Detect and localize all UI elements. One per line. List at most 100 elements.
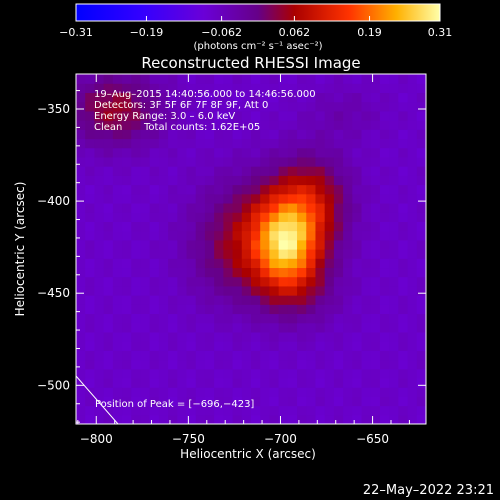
heatmap-cell [324,368,335,379]
heatmap-cell [260,120,271,130]
heatmap-cell [158,212,169,222]
heatmap-cell [204,110,215,121]
heatmap-cell [122,267,132,278]
heatmap-cell [398,304,409,315]
heatmap-cell [103,331,114,342]
heatmap-cell [232,331,243,342]
heatmap-cell [186,129,197,140]
heatmap-cell [85,239,96,250]
heatmap-cell [269,396,280,407]
heatmap-cell [122,331,132,342]
heatmap-cell [177,92,188,103]
heatmap-cell [149,212,160,222]
heatmap-cell [76,350,86,361]
heatmap-cell [131,258,142,269]
heatmap-cell [186,295,197,305]
heatmap-cell [287,249,298,259]
heatmap-cell [370,341,381,351]
heatmap-cell [168,92,178,103]
heatmap-cell [333,350,344,361]
heatmap-cell [76,341,86,351]
heatmap-cell [232,249,243,259]
heatmap-cell [269,156,280,167]
heatmap-cell [416,221,426,232]
heatmap-cell [140,202,151,213]
x-tick-label: −650 [356,432,389,446]
heatmap-cell [260,147,271,158]
heatmap-cell [343,295,353,305]
heatmap-cell [278,368,289,379]
heatmap-cell [158,92,169,103]
heatmap-cell [370,156,381,167]
heatmap-cell [223,405,234,416]
heatmap-cell [297,258,307,269]
heatmap-cell [315,230,326,241]
heatmap-cell [297,331,307,342]
heatmap-cell [260,156,271,167]
heatmap-cell [398,221,409,232]
heatmap-cell [407,230,418,241]
heatmap-cell [103,184,114,195]
heatmap-cell [278,414,289,424]
heatmap-cell [241,377,252,388]
heatmap-cell [103,193,114,204]
heatmap-cell [333,377,344,388]
heatmap-cell [315,359,326,370]
heatmap-cell [398,74,409,84]
heatmap-cell [297,396,307,407]
heatmap-cell [361,92,372,103]
heatmap-cell [287,202,298,213]
heatmap-cell [306,156,317,167]
heatmap-cell [269,313,280,324]
heatmap-cell [287,110,298,121]
heatmap-cell [379,147,390,158]
heatmap-cell [223,138,234,149]
heatmap-cell [398,267,409,278]
heatmap-cell [177,304,188,315]
heatmap-cell [223,304,234,315]
heatmap-cell [343,405,353,416]
heatmap-cell [287,368,298,379]
heatmap-cell [306,368,317,379]
heatmap-cell [251,212,261,222]
heatmap-cell [76,175,86,186]
heatmap-cell [214,258,224,269]
heatmap-cell [232,212,243,222]
heatmap-cell [103,396,114,407]
heatmap-cell [122,249,132,259]
heatmap-cell [269,405,280,416]
heatmap-cell [260,74,271,84]
heatmap-cell [324,249,335,259]
heatmap-cell [260,341,271,351]
heatmap-cell [407,83,418,94]
heatmap-cell [370,147,381,158]
heatmap-cell [287,230,298,241]
heatmap-cell [389,295,399,305]
heatmap-cell [306,129,317,140]
heatmap-cell [186,276,197,287]
heatmap-cell [416,129,426,140]
heatmap-cell [131,304,142,315]
heatmap-cell [94,368,105,379]
heatmap-cell [103,295,114,305]
heatmap-cell [287,193,298,204]
heatmap-cell [140,110,151,121]
heatmap-cell [278,341,289,351]
heatmap-cell [398,239,409,250]
heatmap-cell [76,304,86,315]
heatmap-cell [251,295,261,305]
heatmap-cell [112,101,123,112]
heatmap-cell [214,331,224,342]
heatmap-cell [251,368,261,379]
heatmap-cell [223,285,234,296]
heatmap-cell [416,74,426,84]
heatmap-cell [260,331,271,342]
info-time-range: 19–Aug–2015 14:40:56.000 to 14:46:56.000 [94,89,316,100]
heatmap-cell [260,350,271,361]
heatmap-cell [85,212,96,222]
heatmap-cell [168,156,178,167]
heatmap-cell [379,387,390,397]
heatmap-cell [112,377,123,388]
heatmap-cell [241,267,252,278]
heatmap-cell [370,221,381,232]
